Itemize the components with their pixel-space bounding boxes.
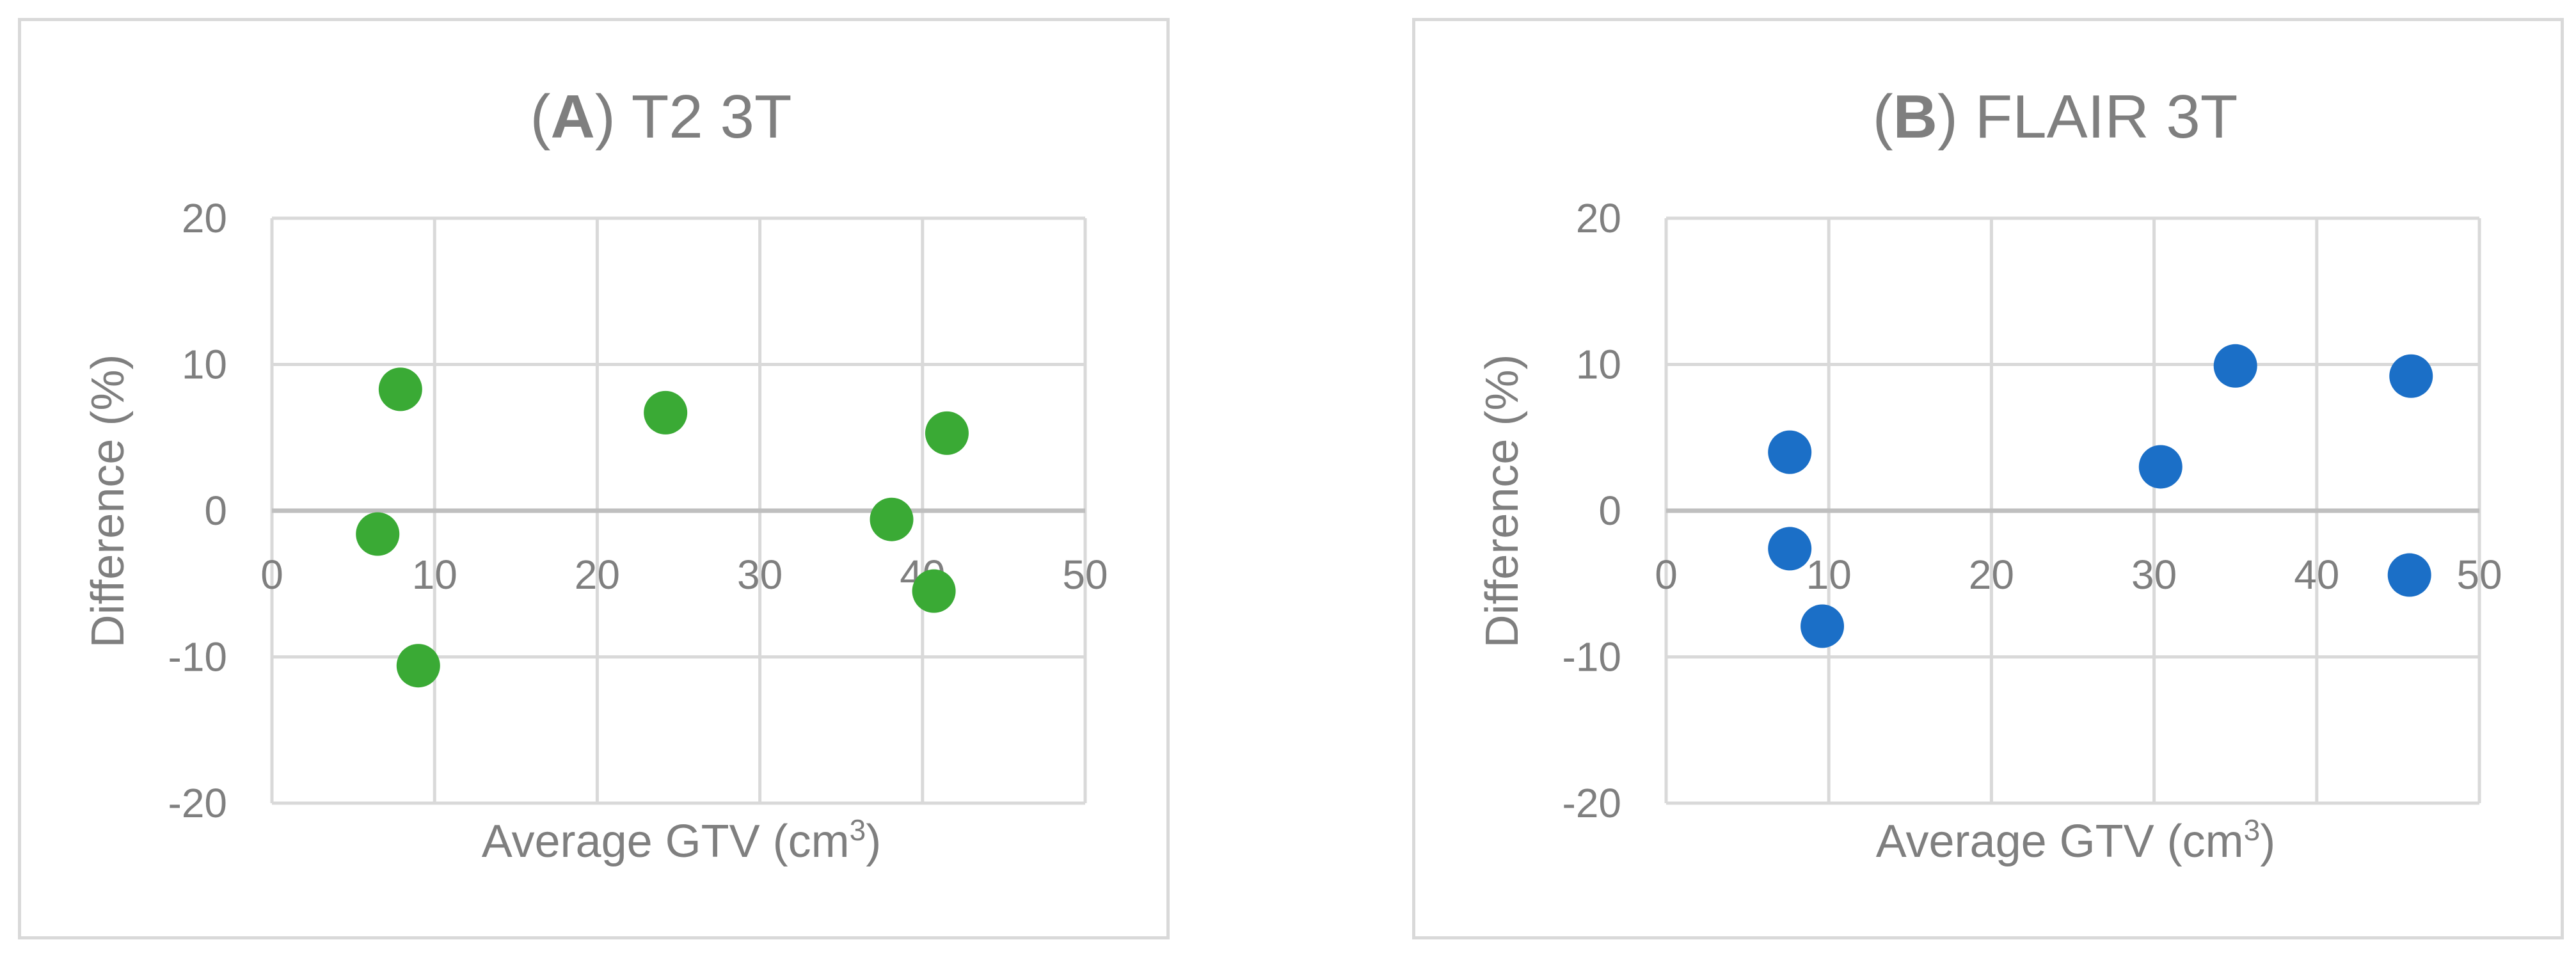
x-tick-label-b-0: 0 — [1655, 552, 1678, 598]
y-tick-label-b-1: 10 — [1576, 342, 1621, 388]
data-point-a-3 — [644, 390, 688, 435]
y-tick-label-b-0: 20 — [1576, 195, 1621, 241]
data-point-b-1 — [1768, 527, 1812, 571]
x-axis-label-a: Average GTV (cm — [482, 816, 850, 867]
data-point-b-3 — [2138, 445, 2182, 489]
y-tick-label-b-3: -10 — [1562, 634, 1622, 680]
data-point-a-0 — [378, 367, 422, 411]
chart-title-letter-b: B — [1893, 83, 1937, 151]
data-point-a-4 — [870, 497, 914, 541]
chart-title-prefix-a: ( — [530, 83, 551, 151]
y-tick-label-a-2: 0 — [204, 488, 227, 534]
data-point-a-2 — [396, 644, 440, 688]
chart-panel-b: (B) FLAIR 3T 0 10 20 30 40 50 20 10 0 -10 -20 Aver… — [1412, 18, 2564, 939]
y-tick-label-b-2: 0 — [1598, 488, 1621, 534]
grid-a — [270, 216, 1087, 805]
data-point-b-5 — [2389, 354, 2433, 398]
chart-title-rest-a: ) T2 3T — [595, 83, 792, 151]
x-axis-label-sup-b: 3 — [2244, 813, 2261, 847]
x-tick-label-b-1: 10 — [1806, 552, 1852, 598]
x-axis-label-suffix-b: ) — [2260, 816, 2275, 867]
y-tick-label-b-4: -20 — [1562, 780, 1622, 826]
x-axis-title-a: Average GTV (cm3) — [482, 813, 881, 867]
data-points-b — [1768, 344, 2433, 648]
x-tick-label-a-1: 10 — [412, 552, 457, 598]
x-tick-label-b-5: 50 — [2456, 552, 2502, 598]
x-tick-label-b-2: 20 — [1969, 552, 2014, 598]
chart-title-letter-a: A — [551, 83, 595, 151]
scatter-chart-b: (B) FLAIR 3T 0 10 20 30 40 50 20 10 0 -10 -20 Aver… — [1477, 83, 2502, 867]
x-tick-label-a-3: 30 — [737, 552, 783, 598]
data-point-b-2 — [1801, 604, 1845, 648]
y-tick-label-a-4: -20 — [168, 780, 228, 826]
data-point-a-5 — [925, 411, 969, 455]
grid-b — [1664, 216, 2481, 805]
y-tick-label-a-0: 20 — [182, 195, 227, 241]
data-point-b-0 — [1768, 430, 1812, 474]
x-axis-title-b: Average GTV (cm3) — [1876, 813, 2275, 867]
data-point-a-1 — [356, 512, 400, 556]
tick-labels-b: 0 10 20 30 40 50 20 10 0 -10 -20 — [1562, 195, 2502, 826]
chart-title-rest-b: ) FLAIR 3T — [1937, 83, 2238, 151]
data-point-b-4 — [2213, 344, 2257, 388]
y-axis-title-a: Difference (%) — [83, 355, 134, 648]
x-tick-label-b-4: 40 — [2294, 552, 2339, 598]
y-tick-label-a-1: 10 — [182, 342, 227, 388]
x-axis-label-suffix-a: ) — [866, 816, 881, 867]
x-tick-label-b-3: 30 — [2131, 552, 2177, 598]
y-axis-title-b: Difference (%) — [1477, 355, 1528, 648]
data-point-b-6 — [2387, 553, 2431, 597]
x-tick-label-a-5: 50 — [1062, 552, 1108, 598]
data-points-a — [356, 367, 969, 688]
data-point-a-6 — [912, 569, 956, 613]
y-tick-label-a-3: -10 — [168, 634, 228, 680]
x-axis-label-b: Average GTV (cm — [1876, 816, 2244, 867]
x-tick-label-a-2: 20 — [575, 552, 620, 598]
x-tick-label-a-0: 0 — [260, 552, 283, 598]
chart-title-a: (A) T2 3T — [530, 83, 792, 151]
chart-title-prefix-b: ( — [1873, 83, 1893, 151]
chart-title-b: (B) FLAIR 3T — [1873, 83, 2238, 151]
x-axis-label-sup-a: 3 — [850, 813, 866, 847]
